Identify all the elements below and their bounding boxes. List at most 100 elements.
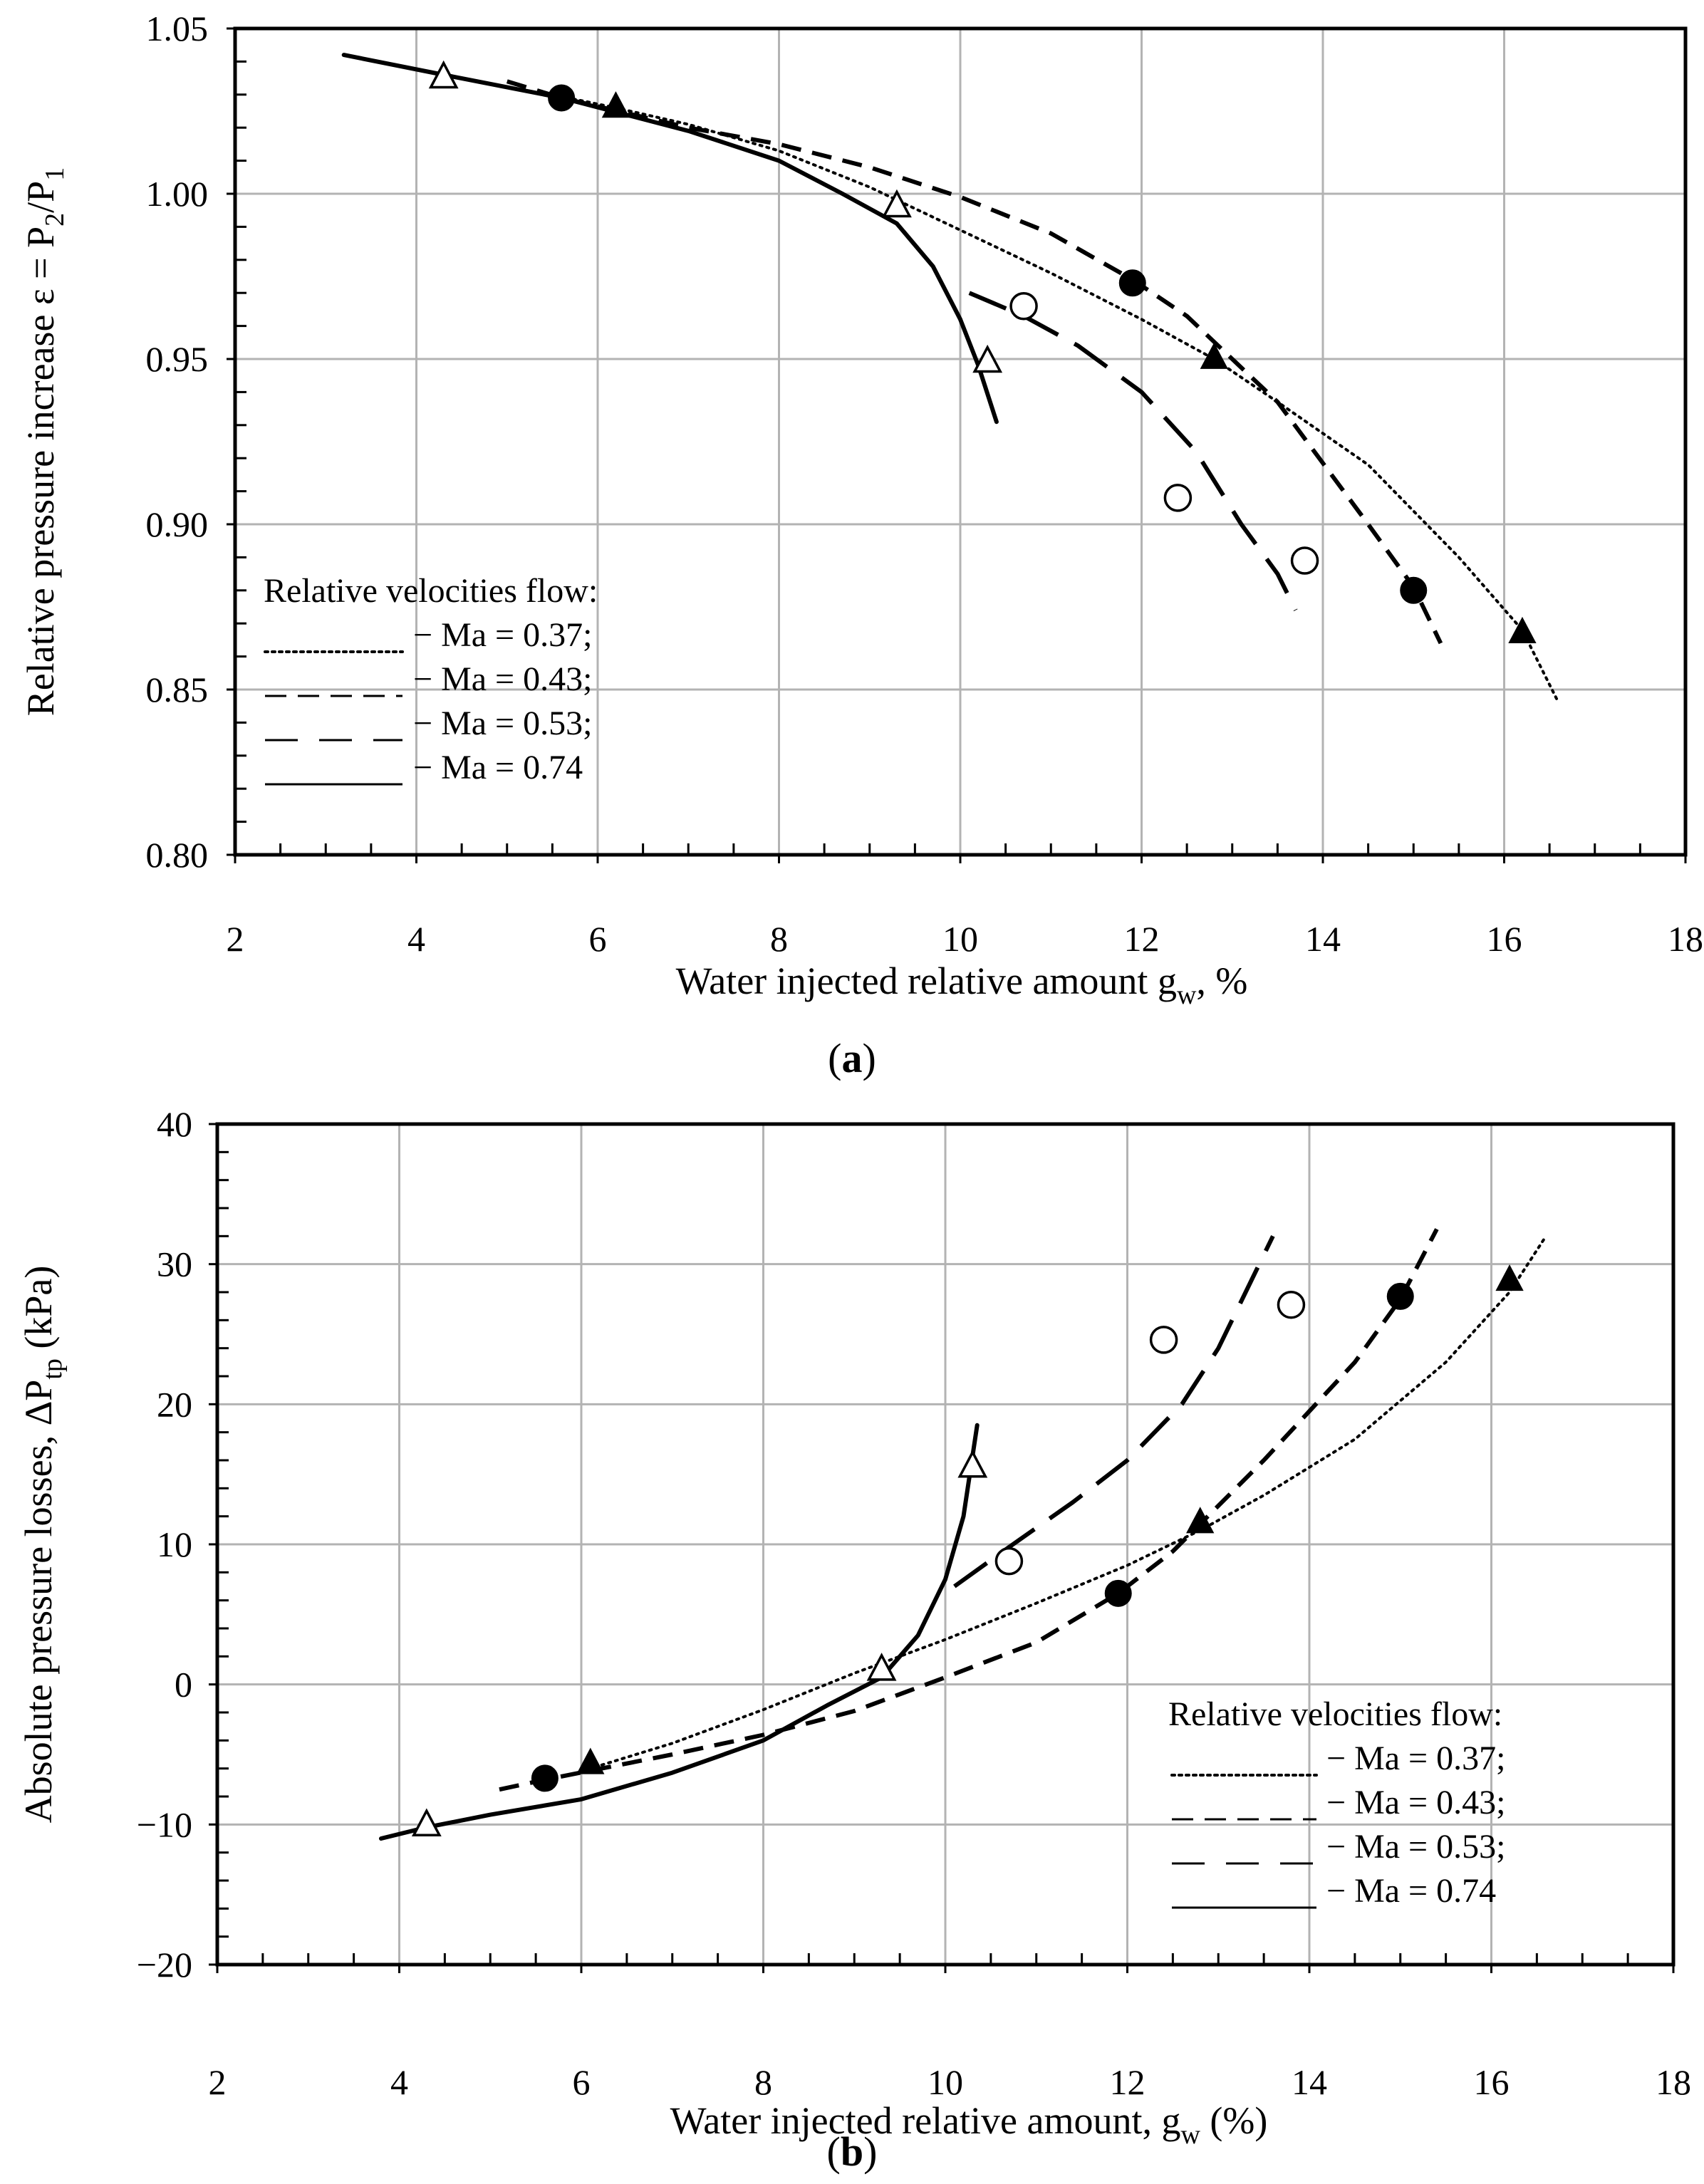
- series-line-ma-0-74: [341, 53, 999, 425]
- data-point-open-triangle: [428, 60, 459, 89]
- data-point-filled-circle: [548, 84, 576, 112]
- legend-label: − Ma = 0.74: [1326, 1872, 1496, 1910]
- caption-label: a: [842, 1035, 863, 1081]
- x-axis-title-main: Water injected relative amount, g: [670, 2099, 1181, 2142]
- x-tick-label: 2: [209, 2062, 227, 2102]
- x-tick-label: 4: [390, 2062, 408, 2102]
- data-point-open-triangle: [972, 344, 1003, 373]
- x-axis-title-unit: , %: [1196, 960, 1247, 1002]
- caption-open-paren: (: [828, 1035, 841, 1081]
- x-tick-label: 12: [1124, 919, 1160, 959]
- data-point-filled-triangle: [576, 1747, 605, 1774]
- legend: Relative velocities flow: − Ma = 0.37; − M…: [1168, 1695, 1505, 1910]
- plot-frame: [233, 26, 1688, 857]
- y-tick-label: 0.80: [146, 835, 209, 875]
- legend-label: − Ma = 0.53;: [1326, 1828, 1505, 1866]
- data-point-open-circle: [1163, 484, 1193, 512]
- data-point-filled-triangle: [1495, 1264, 1524, 1291]
- legend-label: − Ma = 0.74: [413, 749, 583, 786]
- data-point-filled-circle: [1104, 1579, 1132, 1607]
- data-point-open-triangle: [957, 1450, 988, 1478]
- y-tick-label: 40: [157, 1104, 192, 1144]
- x-axis-title-subscript: w: [1177, 980, 1197, 1010]
- legend-label: − Ma = 0.43;: [1326, 1784, 1505, 1821]
- x-tick-label: 14: [1305, 919, 1341, 959]
- y-axis-title-subscript: 1: [40, 167, 70, 181]
- series-line-ma-0-74: [379, 1423, 980, 1841]
- y-axis-title-main: Relative pressure increase ε = P: [19, 227, 62, 716]
- x-tick-label: 10: [942, 919, 978, 959]
- data-point-filled-triangle: [1200, 342, 1228, 369]
- y-axis-title-middle: /P: [19, 181, 62, 213]
- series-line-ma-0-37: [580, 1234, 1548, 1773]
- series-line-ma-0-53: [953, 1234, 1275, 1588]
- panel-caption: (b): [827, 2128, 878, 2175]
- data-point-open-circle: [994, 1546, 1024, 1576]
- data-point-open-circle: [1290, 546, 1319, 575]
- y-axis-title: Relative pressure increase ε = P2/P1: [19, 167, 70, 716]
- y-tick-label: 0.95: [146, 339, 209, 379]
- x-tick-label: 18: [1656, 2062, 1691, 2102]
- y-tick-label: 10: [157, 1524, 192, 1564]
- x-axis-title-subscript: w: [1180, 2120, 1200, 2150]
- y-axis-title: Absolute pressure losses, ΔPtp (kPa): [17, 1266, 68, 1824]
- chart-panel-b: 2 4 6 8 10 12 14 16 18 −20 −10 0 10 20 30 40 Water injec…: [17, 1104, 1691, 2175]
- x-tick-label: 10: [928, 2062, 963, 2102]
- legend-title: Relative velocities flow:: [1168, 1695, 1502, 1733]
- legend-label: − Ma = 0.43;: [413, 660, 592, 698]
- x-axis-title: Water injected relative amount gw, %: [676, 960, 1248, 1010]
- series-line-ma-0-43: [506, 79, 1443, 645]
- x-tick-label: 2: [227, 919, 244, 959]
- legend-label: − Ma = 0.53;: [413, 704, 592, 742]
- series-line-ma-0-37: [551, 93, 1560, 704]
- data-point-filled-triangle: [601, 91, 630, 118]
- caption-close-paren: ): [863, 1035, 876, 1081]
- x-tick-label: 14: [1292, 2062, 1327, 2102]
- y-axis-title-unit: (kPa): [17, 1266, 60, 1358]
- data-point-open-triangle: [866, 1653, 897, 1681]
- y-tick-label: −10: [137, 1804, 192, 1844]
- y-axis-title-subscript: tp: [38, 1358, 68, 1380]
- data-point-filled-circle: [1400, 576, 1428, 604]
- x-tick-label: 8: [754, 2062, 772, 2102]
- x-axis-title: Water injected relative amount, gw (%): [670, 2099, 1268, 2150]
- legend-label: − Ma = 0.37;: [413, 616, 592, 654]
- series-line-ma-0-43: [499, 1228, 1439, 1792]
- x-tick-label: 6: [589, 919, 607, 959]
- data-point-filled-circle: [1118, 269, 1146, 297]
- y-tick-label: 1.00: [146, 174, 209, 214]
- x-tick-label: 12: [1110, 2062, 1145, 2102]
- x-tick-label: 16: [1474, 2062, 1510, 2102]
- x-tick-label: 6: [573, 2062, 591, 2102]
- y-tick-label: 1.05: [146, 9, 209, 48]
- data-point-filled-circle: [1386, 1282, 1414, 1310]
- legend: Relative velocities flow: − Ma = 0.37; − M…: [264, 572, 598, 786]
- x-tick-label: 8: [770, 919, 788, 959]
- legend-title: Relative velocities flow:: [264, 572, 598, 610]
- legend-label: − Ma = 0.37;: [1326, 1740, 1505, 1777]
- data-point-open-circle: [1277, 1290, 1306, 1319]
- x-axis-title-main: Water injected relative amount g: [676, 960, 1177, 1002]
- y-tick-label: −20: [137, 1945, 192, 1985]
- y-tick-label: 0.85: [146, 670, 209, 709]
- y-axis-title-subscript: 2: [40, 213, 70, 227]
- x-tick-label: 16: [1487, 919, 1522, 959]
- data-point-open-circle: [1009, 292, 1038, 321]
- data-point-open-triangle: [411, 1808, 442, 1836]
- y-tick-label: 0.90: [146, 504, 209, 544]
- panel-caption: (a): [828, 1035, 876, 1081]
- y-axis-title-main: Absolute pressure losses, ΔP: [17, 1380, 60, 1824]
- data-point-filled-triangle: [1186, 1507, 1215, 1534]
- x-tick-label: 18: [1668, 919, 1703, 959]
- data-point-open-triangle: [882, 189, 912, 218]
- y-tick-label: 30: [157, 1244, 192, 1284]
- plot-frame: [215, 1122, 1676, 1967]
- y-tick-label: 0: [175, 1665, 192, 1705]
- y-tick-label: 20: [157, 1384, 192, 1424]
- data-point-filled-triangle: [1508, 616, 1537, 644]
- caption-close-paren: ): [863, 2128, 877, 2175]
- x-tick-label: 4: [407, 919, 425, 959]
- caption-label: b: [841, 2128, 863, 2175]
- x-axis-title-unit: (%): [1200, 2099, 1267, 2142]
